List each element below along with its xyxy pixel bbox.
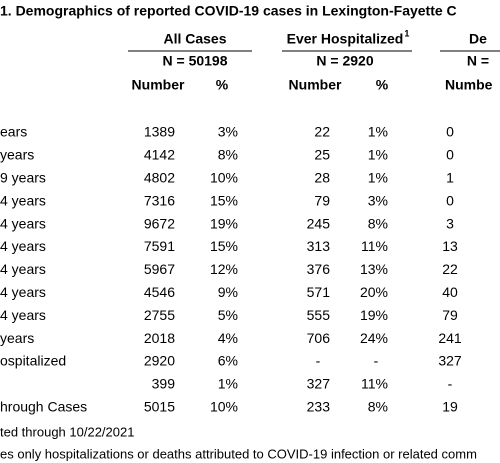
row-label: years [0,147,34,163]
row-label: ears [0,124,27,140]
cell: 25 [314,147,330,163]
cell: 2920 [144,353,175,369]
row-label: hrough Cases [0,399,87,415]
cell: 4546 [144,284,175,300]
footnote: es only hospitalizations or deaths attri… [0,446,477,461]
cell: 11% [361,376,388,392]
cell: - [374,353,379,369]
cell: 4% [218,330,238,346]
cell: 10% [210,170,238,186]
cell: 233 [307,399,331,415]
row-label: 4 years [0,192,46,208]
cell: 245 [307,215,331,231]
cell: 5015 [144,399,175,415]
cell: 3 [446,215,454,231]
cell: 8% [368,399,388,415]
row-label: 4 years [0,284,46,300]
cell: 9672 [144,215,175,231]
cell: 313 [307,238,331,254]
cell: 0 [446,147,454,163]
cell: 8% [218,147,238,163]
cell: 7591 [144,238,175,254]
cell: 13 [442,238,458,254]
cell: 19 [442,399,458,415]
cell: 9% [218,284,238,300]
cell: 327 [307,376,331,392]
row-label: 4 years [0,215,46,231]
column-header: Numbe [445,77,493,93]
cell: 706 [307,330,331,346]
cell: 1389 [144,124,175,140]
cell: 20% [360,284,388,300]
cell: 4802 [144,170,175,186]
row-label: 9 years [0,170,46,186]
cell: 555 [307,307,331,323]
cell: 79 [314,192,330,208]
cell: 1% [368,124,388,140]
cell: 3% [368,192,388,208]
group-header: Ever Hospitalized [287,31,404,47]
cell: 5% [218,307,238,323]
cell: - [448,376,453,392]
cell: 1 [446,170,454,186]
group-count: N = 50198 [163,53,228,69]
table-title: 1. Demographics of reported COVID-19 cas… [0,3,457,19]
group-count: N = [467,53,489,69]
cell: 11% [361,238,388,254]
cell: 40 [442,284,458,300]
cell: 22 [442,261,458,277]
cell: 376 [307,261,331,277]
group-count: N = 2920 [316,53,373,69]
cell: 28 [314,170,330,186]
footnote-marker: 1 [404,28,409,38]
column-header: % [376,77,389,93]
group-header: De [469,31,487,47]
cell: 12% [210,261,238,277]
cell: 6% [218,353,238,369]
cell: 571 [307,284,331,300]
column-header: Number [289,77,342,93]
cell: 5967 [144,261,175,277]
cell: 241 [438,330,462,346]
cell: 13% [360,261,388,277]
cell: 3% [218,124,238,140]
row-label: 4 years [0,238,46,254]
cell: 2755 [144,307,175,323]
cell: 10% [210,399,238,415]
cell: 327 [438,353,462,369]
cell: 1% [218,376,238,392]
cell: 15% [210,238,238,254]
cell: 1% [368,147,388,163]
cell: 22 [314,124,330,140]
cell: 7316 [144,192,175,208]
row-label: years [0,330,34,346]
column-header: Number [132,77,185,93]
row-label: 4 years [0,261,46,277]
cell: 8% [368,215,388,231]
cell: 0 [446,124,454,140]
column-header: % [216,77,229,93]
footnote: ted through 10/22/2021 [0,424,134,439]
row-label: ospitalized [0,353,66,369]
group-header: All Cases [163,31,226,47]
cell: 79 [442,307,458,323]
cell: 399 [152,376,176,392]
row-label: 4 years [0,307,46,323]
cell: 1% [368,170,388,186]
cell: 4142 [144,147,175,163]
cell: 2018 [144,330,175,346]
cell: 15% [210,192,238,208]
cell: - [316,353,321,369]
cell: 19% [210,215,238,231]
cell: 0 [446,192,454,208]
cell: 19% [360,307,388,323]
cell: 24% [360,330,388,346]
